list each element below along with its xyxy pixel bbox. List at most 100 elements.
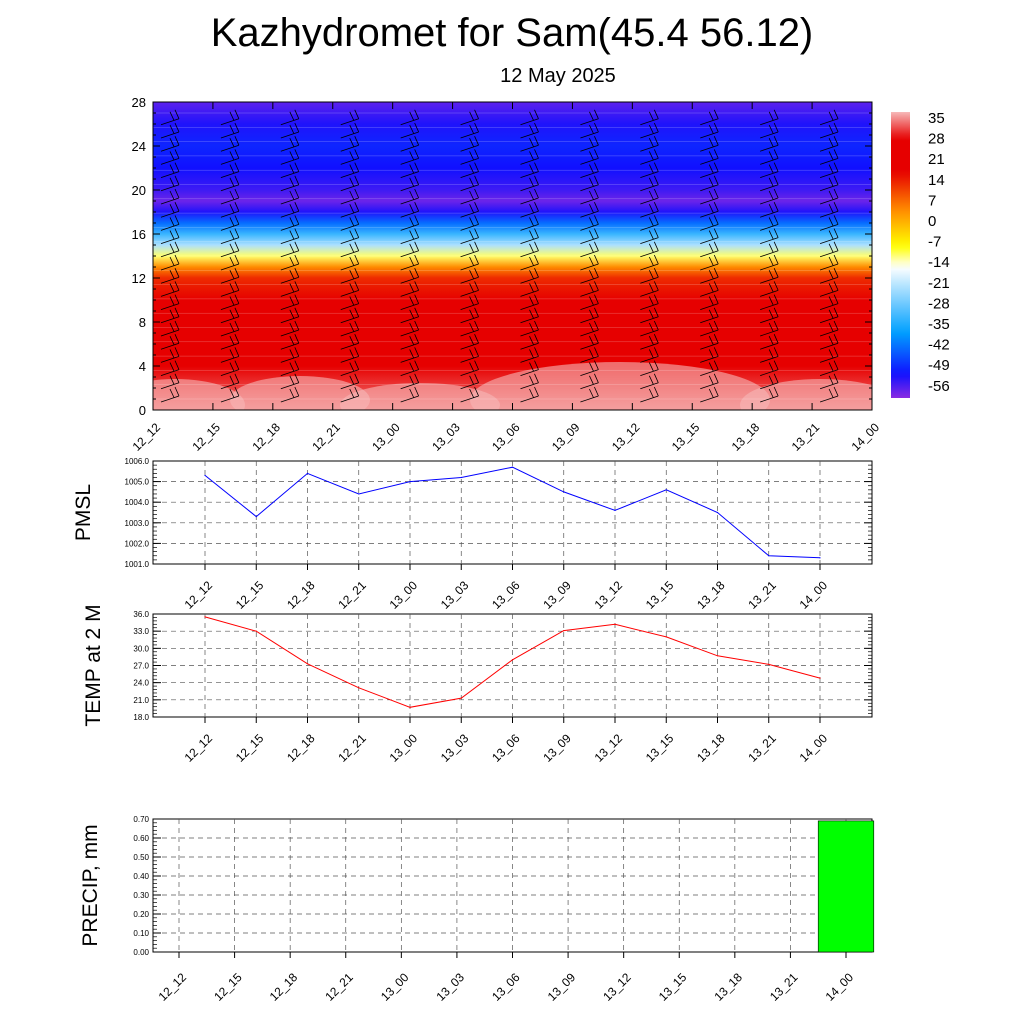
warm-blob <box>230 376 370 410</box>
wind-barb <box>640 122 659 139</box>
wind-barb <box>760 109 779 126</box>
x-tick-label: 13_12 <box>592 731 626 765</box>
wind-barb <box>700 307 719 324</box>
wind-barb <box>340 175 360 192</box>
x-tick-label: 13_21 <box>745 731 779 765</box>
wind-barb <box>460 188 479 205</box>
wind-barb <box>700 386 719 403</box>
wind-barb <box>460 162 479 178</box>
wind-barb <box>280 136 300 152</box>
wind-barb <box>520 188 539 205</box>
wind-barb <box>640 334 659 350</box>
wind-barb <box>280 175 300 192</box>
wind-barb <box>819 162 839 178</box>
wind-barb <box>460 228 479 244</box>
wind-barb <box>580 334 599 350</box>
wind-barb <box>700 175 719 192</box>
wind-barb <box>700 122 719 139</box>
x-tick-label: 13_15 <box>643 731 677 765</box>
wind-barb <box>640 109 659 126</box>
x-tick-label: 13_06 <box>489 578 523 612</box>
x-tick-label: 13_15 <box>669 420 703 454</box>
wind-barb <box>400 136 420 152</box>
wind-barb <box>700 162 719 178</box>
wind-barb <box>819 228 839 244</box>
wind-barb <box>640 347 659 363</box>
y-tick-label: 1006.0 <box>125 457 150 466</box>
y-tick-label: 1001.0 <box>125 560 150 569</box>
data-point <box>819 557 821 559</box>
y-tick-label: 24 <box>132 139 146 154</box>
wind-barb <box>280 386 300 403</box>
temp-2m-panel: 18.0 21.0 24.0 27.0 30.0 33.0 36.0 12_12 12_15 12… <box>82 604 873 765</box>
x-tick-label: 12_21 <box>322 970 356 1004</box>
data-point <box>306 472 309 474</box>
wind-barb <box>640 254 659 271</box>
wind-barb <box>220 149 240 165</box>
wind-barb <box>280 122 300 139</box>
wind-barb <box>400 175 420 192</box>
wind-barb <box>520 175 539 192</box>
wind-barb <box>220 215 240 231</box>
wind-barb <box>220 347 240 363</box>
wind-barb <box>580 109 599 126</box>
wind-barb <box>280 202 300 218</box>
wind-barb <box>400 188 420 205</box>
x-tick-label: 13_06 <box>489 731 523 765</box>
wind-barb <box>760 281 779 297</box>
wind-barb <box>760 254 779 271</box>
wind-barb <box>520 228 539 244</box>
wind-barb <box>580 136 599 152</box>
wind-barb <box>700 334 719 350</box>
wind-barb <box>460 294 479 310</box>
wind-barb <box>640 307 659 324</box>
y-axis-label: PMSL <box>72 484 95 541</box>
wind-barb <box>400 281 420 297</box>
x-tick-label: 13_00 <box>387 731 421 765</box>
wind-barb <box>520 215 539 231</box>
wind-barb <box>160 347 180 363</box>
x-tick-label: 13_18 <box>694 731 728 765</box>
wind-barb <box>640 162 659 178</box>
wind-barb <box>760 294 779 310</box>
data-point <box>716 511 719 514</box>
wind-barb <box>400 254 420 271</box>
data-point <box>716 655 719 657</box>
wind-barb <box>819 334 839 350</box>
wind-barb <box>819 281 839 297</box>
wind-barb <box>280 360 300 376</box>
wind-barb <box>160 215 180 231</box>
colorbar-label: -28 <box>928 295 950 312</box>
colorbar-gradient-bar <box>891 112 910 398</box>
wind-barb <box>220 373 240 390</box>
wind-barb <box>220 281 240 297</box>
x-tick-label: 13_00 <box>378 970 412 1004</box>
wind-barb <box>520 294 539 310</box>
wind-barb <box>160 281 180 297</box>
wind-barb <box>580 281 599 297</box>
x-tick-label: 13_18 <box>711 970 745 1004</box>
wind-barb <box>520 307 539 324</box>
wind-barb <box>460 149 479 165</box>
wind-barb <box>760 136 779 152</box>
wind-barb <box>160 162 180 178</box>
surface-heating-blobs <box>153 109 872 410</box>
wind-barb <box>700 149 719 165</box>
wind-barb <box>400 149 420 165</box>
temperature-field <box>153 102 872 410</box>
wind-barb <box>520 254 539 271</box>
wind-barb <box>160 373 180 390</box>
wind-barb <box>220 386 240 403</box>
wind-barb <box>700 136 719 152</box>
pmsl-panel: 1001.0 1002.0 1003.0 1004.0 1005.0 1006.0 12_1… <box>72 457 873 612</box>
wind-barb <box>580 373 599 390</box>
y-tick-label: 0.60 <box>133 834 149 843</box>
wind-barb <box>520 136 539 152</box>
x-tick-label: 12_15 <box>190 420 224 454</box>
y-tick-label: 27.0 <box>133 662 149 671</box>
wind-barb <box>340 281 360 297</box>
wind-barb <box>580 360 599 376</box>
wind-barb <box>700 294 719 310</box>
wind-barb <box>160 254 180 271</box>
wind-barb <box>580 188 599 205</box>
